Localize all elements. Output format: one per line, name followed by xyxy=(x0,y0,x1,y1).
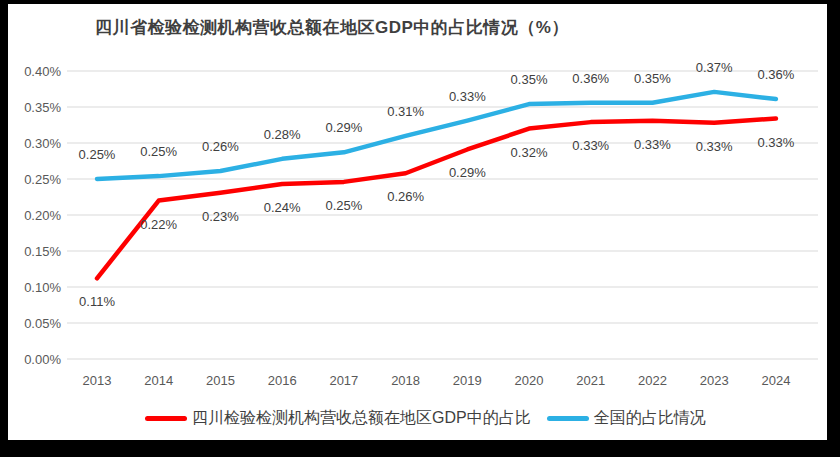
x-axis-tick-label: 2014 xyxy=(144,373,173,388)
data-label: 0.24% xyxy=(264,200,301,215)
x-axis-tick-label: 2018 xyxy=(391,373,420,388)
data-label: 0.25% xyxy=(140,144,177,159)
data-label: 0.33% xyxy=(449,89,486,104)
line-chart: 0.00% 0.05% 0.10% 0.15% 0.20% 0.25% 0.30% 0.35%… xyxy=(8,4,827,440)
x-axis-tick-label: 2020 xyxy=(515,373,544,388)
x-axis-tick-label: 2023 xyxy=(700,373,729,388)
data-label: 0.29% xyxy=(449,165,486,180)
data-label: 0.33% xyxy=(572,138,609,153)
y-axis-tick-label: 0.20% xyxy=(24,208,61,223)
data-label: 0.26% xyxy=(387,189,424,204)
data-label: 0.35% xyxy=(634,71,671,86)
data-label: 0.11% xyxy=(79,294,115,309)
y-axis-tick-label: 0.30% xyxy=(24,136,61,151)
y-axis-tick-label: 0.10% xyxy=(24,280,61,295)
y-axis-tick-label: 0.25% xyxy=(24,172,61,187)
legend-item-label: 四川检验检测机构营收总额在地区GDP中的占比 xyxy=(192,408,531,429)
y-axis-tick-label: 0.35% xyxy=(24,100,61,115)
data-label: 0.36% xyxy=(572,71,609,86)
chart-card: 四川省检验检测机构营收总额在地区GDP中的占比情况（%） 0.00%0.05%0… xyxy=(8,4,827,440)
x-axis-tick-label: 2022 xyxy=(638,373,667,388)
chart-legend: 四川检验检测机构营收总额在地区GDP中的占比 全国的占比情况 xyxy=(145,408,706,428)
x-axis-tick-label: 2021 xyxy=(576,373,605,388)
data-label: 0.28% xyxy=(264,127,301,142)
legend-swatch-red xyxy=(145,416,187,421)
series-line-1 xyxy=(97,92,776,179)
x-axis-tick-label: 2016 xyxy=(268,373,297,388)
x-axis-tick-label: 2024 xyxy=(761,373,790,388)
y-axis-tick-label: 0.05% xyxy=(24,316,61,331)
series-line-0 xyxy=(97,119,776,279)
x-axis-tick-label: 2019 xyxy=(453,373,482,388)
data-label: 0.33% xyxy=(634,137,671,152)
data-label: 0.25% xyxy=(325,198,362,213)
x-axis-tick-label: 2013 xyxy=(83,373,112,388)
data-label: 0.25% xyxy=(79,147,116,162)
data-label: 0.23% xyxy=(202,209,239,224)
data-label: 0.32% xyxy=(511,145,548,160)
data-label: 0.35% xyxy=(511,72,548,87)
data-label: 0.33% xyxy=(696,139,733,154)
y-axis-tick-label: 0.40% xyxy=(24,64,61,79)
data-label: 0.26% xyxy=(202,139,239,154)
data-label: 0.33% xyxy=(757,135,794,150)
data-label: 0.36% xyxy=(757,67,794,82)
y-axis-tick-label: 0.15% xyxy=(24,244,61,259)
data-label: 0.31% xyxy=(387,104,424,119)
data-label: 0.22% xyxy=(140,217,177,232)
legend-swatch-blue xyxy=(547,416,589,421)
data-label: 0.29% xyxy=(325,120,362,135)
x-axis-tick-label: 2017 xyxy=(329,373,358,388)
y-axis-tick-label: 0.00% xyxy=(24,352,61,367)
legend-item-national: 全国的占比情况 xyxy=(547,408,706,429)
legend-item-sichuan: 四川检验检测机构营收总额在地区GDP中的占比 xyxy=(145,408,531,429)
x-axis-tick-label: 2015 xyxy=(206,373,235,388)
data-label: 0.37% xyxy=(696,60,733,75)
screenshot-frame: 四川省检验检测机构营收总额在地区GDP中的占比情况（%） 0.00%0.05%0… xyxy=(0,0,840,457)
legend-item-label: 全国的占比情况 xyxy=(594,408,706,429)
